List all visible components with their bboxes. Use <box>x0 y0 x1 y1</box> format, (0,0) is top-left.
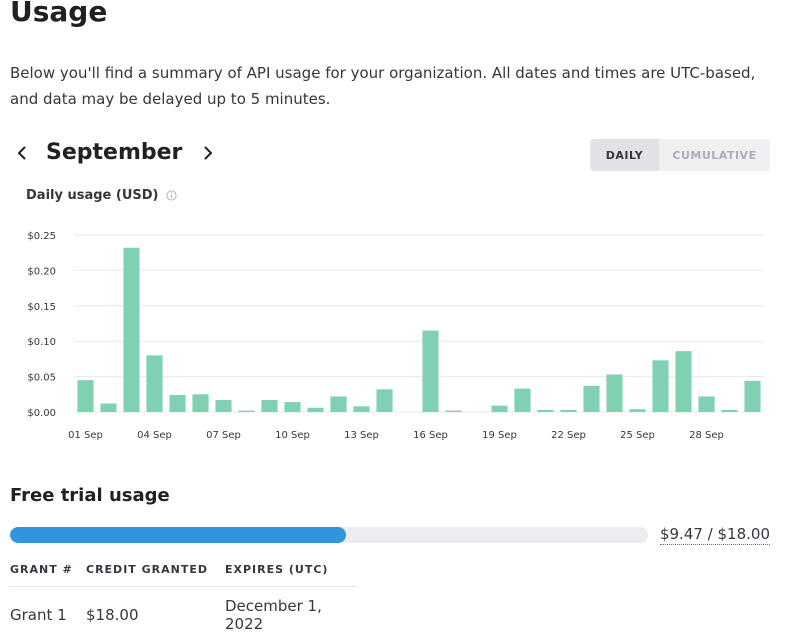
y-tick-label: $0.25 <box>27 231 56 242</box>
x-tick-label: 13 Sep <box>344 430 379 441</box>
grants-table-header-row: GRANT # CREDIT GRANTED EXPIRES (UTC) <box>10 560 357 587</box>
usage-bar <box>445 411 461 412</box>
free-trial-progress-bar <box>10 527 648 543</box>
credit-granted-cell: $18.00 <box>86 587 225 633</box>
usage-bar <box>353 406 369 412</box>
usage-bar <box>698 396 714 412</box>
usage-bar <box>261 400 277 412</box>
usage-bar <box>100 404 116 412</box>
chart-title: Daily usage (USD) <box>26 188 158 203</box>
expires-cell: December 1, 2022 <box>225 587 357 633</box>
usage-bar <box>629 409 645 412</box>
usage-bar <box>744 381 760 412</box>
table-row: Grant 1 $18.00 December 1, 2022 <box>10 587 357 633</box>
x-tick-label: 22 Sep <box>551 430 586 441</box>
y-tick-label: $0.00 <box>27 408 56 419</box>
usage-bar <box>77 380 93 412</box>
y-tick-label: $0.05 <box>27 373 56 384</box>
info-icon[interactable] <box>166 190 177 201</box>
y-tick-label: $0.10 <box>27 337 56 348</box>
usage-bar <box>238 411 254 412</box>
free-trial-progress-fill <box>10 527 346 543</box>
usage-bar <box>284 402 300 412</box>
grant-number-cell: Grant 1 <box>10 587 86 633</box>
grants-table: GRANT # CREDIT GRANTED EXPIRES (UTC) Gra… <box>10 560 357 633</box>
credit-granted-header: CREDIT GRANTED <box>86 560 225 587</box>
usage-bar <box>123 248 139 412</box>
month-navigation: September <box>10 135 220 171</box>
x-tick-label: 28 Sep <box>689 430 724 441</box>
expires-header: EXPIRES (UTC) <box>225 560 357 587</box>
x-tick-label: 10 Sep <box>275 430 310 441</box>
grant-number-header: GRANT # <box>10 560 86 587</box>
usage-bar <box>192 394 208 412</box>
free-trial-usage-amount[interactable]: $9.47 / $18.00 <box>660 525 770 545</box>
chart-title-row: Daily usage (USD) <box>26 188 177 203</box>
y-tick-label: $0.20 <box>27 266 56 277</box>
daily-toggle-button[interactable]: DAILY <box>590 139 659 171</box>
cumulative-toggle-button[interactable]: CUMULATIVE <box>659 139 770 171</box>
x-tick-label: 19 Sep <box>482 430 517 441</box>
x-tick-label: 25 Sep <box>620 430 655 441</box>
x-tick-label: 04 Sep <box>137 430 172 441</box>
usage-bar <box>422 331 438 412</box>
usage-bar <box>560 410 576 412</box>
y-tick-label: $0.15 <box>27 302 56 313</box>
usage-bar <box>721 410 737 412</box>
usage-bar <box>537 410 553 412</box>
x-tick-label: 16 Sep <box>413 430 448 441</box>
page-intro: Below you'll find a summary of API usage… <box>10 60 770 112</box>
page-title: Usage <box>10 0 107 30</box>
usage-bar <box>514 389 530 412</box>
month-label: September <box>46 135 182 171</box>
x-tick-label: 01 Sep <box>68 430 103 441</box>
free-trial-title: Free trial usage <box>10 484 170 508</box>
usage-bar <box>583 386 599 412</box>
chevron-right-icon[interactable] <box>196 135 220 171</box>
usage-bar <box>491 406 507 412</box>
daily-usage-chart: $0.00 $0.05 $0.10 $0.15 $0.20 $0.25 01 Sep 04 S… <box>0 215 780 450</box>
chevron-left-icon[interactable] <box>10 135 34 171</box>
usage-bar <box>606 374 622 412</box>
x-tick-label: 07 Sep <box>206 430 241 441</box>
usage-bar <box>330 396 346 412</box>
usage-bar <box>307 408 323 412</box>
usage-bar <box>215 400 231 412</box>
usage-bar <box>146 355 162 412</box>
usage-bar <box>376 389 392 412</box>
usage-bar <box>675 351 691 412</box>
view-toggle: DAILY CUMULATIVE <box>590 139 770 171</box>
usage-bar <box>652 360 668 412</box>
usage-bar <box>169 395 185 412</box>
